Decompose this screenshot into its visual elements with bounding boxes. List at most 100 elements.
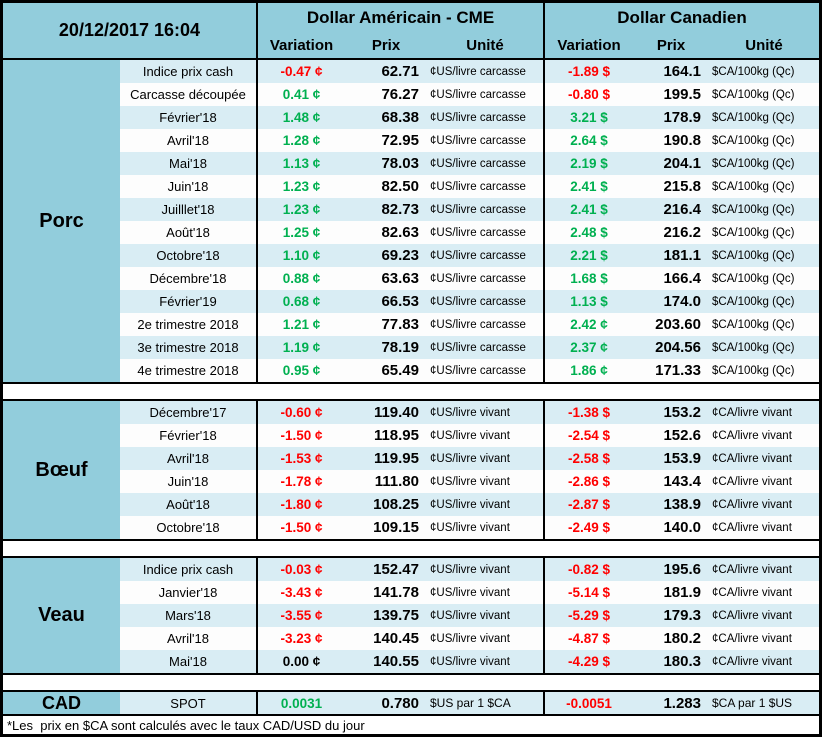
ca-variation: -2.86 $ xyxy=(543,470,633,493)
usd-variation-column-header: Variation xyxy=(256,33,345,58)
ca-prix: 178.9 xyxy=(663,109,701,126)
ca-unite: $CA/100kg (Qc) xyxy=(712,226,795,239)
cad-row-label: SPOT xyxy=(170,695,206,711)
ca-prix: 181.9 xyxy=(663,584,701,601)
table-row: Février'18 -1.50 ¢ 118.95 ¢US/livre viva… xyxy=(120,424,819,447)
table-row: Février'19 0.68 ¢ 66.53 ¢US/livre carcas… xyxy=(120,290,819,313)
ca-prix: 199.5 xyxy=(663,86,701,103)
row-label: 2e trimestre 2018 xyxy=(137,317,239,332)
ca-prix: 190.8 xyxy=(663,132,701,149)
us-unite: ¢US/livre carcasse xyxy=(430,157,526,170)
table-row: Décembre'17 -0.60 ¢ 119.40 ¢US/livre viv… xyxy=(120,401,819,424)
row-label: Avril'18 xyxy=(167,133,209,148)
us-prix: 68.38 xyxy=(381,109,419,126)
us-prix: 108.25 xyxy=(373,496,419,513)
ca-prix: 203.60 xyxy=(655,316,701,333)
us-variation: 1.23 ¢ xyxy=(256,175,345,198)
us-prix: 109.15 xyxy=(373,519,419,536)
us-unite: ¢US/livre vivant xyxy=(430,429,510,442)
usd-unite-column-header: Unité xyxy=(466,37,504,54)
ca-variation: 2.21 $ xyxy=(543,244,633,267)
us-variation: 1.19 ¢ xyxy=(256,336,345,359)
table-row: Juin'18 -1.78 ¢ 111.80 ¢US/livre vivant … xyxy=(120,470,819,493)
cad-ca-prix: 1.283 xyxy=(663,694,701,712)
ca-variation: -2.54 $ xyxy=(543,424,633,447)
ca-unite: ¢CA/livre vivant xyxy=(712,452,792,465)
table-row: Indice prix cash -0.47 ¢ 62.71 ¢US/livre… xyxy=(120,60,819,83)
row-label: 4e trimestre 2018 xyxy=(137,363,239,378)
table-row: Octobre'18 -1.50 ¢ 109.15 ¢US/livre viva… xyxy=(120,516,819,539)
ca-variation: -4.29 $ xyxy=(543,650,633,673)
us-prix: 65.49 xyxy=(381,362,419,379)
us-unite: ¢US/livre carcasse xyxy=(430,295,526,308)
row-label: Mai'18 xyxy=(169,156,207,171)
table-row: Octobre'18 1.10 ¢ 69.23 ¢US/livre carcas… xyxy=(120,244,819,267)
us-unite: ¢US/livre vivant xyxy=(430,563,510,576)
ca-variation: 2.42 ¢ xyxy=(543,313,633,336)
us-unite: ¢US/livre carcasse xyxy=(430,134,526,147)
us-prix: 78.03 xyxy=(381,155,419,172)
table-row: Décembre'18 0.88 ¢ 63.63 ¢US/livre carca… xyxy=(120,267,819,290)
us-variation: -1.80 ¢ xyxy=(256,493,345,516)
table-row: 3e trimestre 2018 1.19 ¢ 78.19 ¢US/livre… xyxy=(120,336,819,359)
section-rows: Décembre'17 -0.60 ¢ 119.40 ¢US/livre viv… xyxy=(120,401,819,539)
ca-prix: 152.6 xyxy=(663,427,701,444)
row-label: Octobre'18 xyxy=(156,520,220,535)
ca-prix: 171.33 xyxy=(655,362,701,379)
us-prix: 62.71 xyxy=(381,63,419,80)
us-variation: 1.25 ¢ xyxy=(256,221,345,244)
cad-us-prix: 0.780 xyxy=(381,694,419,712)
ca-variation: -0.80 $ xyxy=(543,83,633,106)
ca-variation: 1.13 $ xyxy=(543,290,633,313)
table-row: Août'18 1.25 ¢ 82.63 ¢US/livre carcasse … xyxy=(120,221,819,244)
us-unite: ¢US/livre carcasse xyxy=(430,65,526,78)
ca-unite: ¢CA/livre vivant xyxy=(712,406,792,419)
us-variation: 0.41 ¢ xyxy=(256,83,345,106)
section-label: Porc xyxy=(3,60,120,382)
ca-prix: 195.6 xyxy=(663,561,701,578)
us-variation: 1.21 ¢ xyxy=(256,313,345,336)
us-variation: 1.13 ¢ xyxy=(256,152,345,175)
ca-variation: 3.21 $ xyxy=(543,106,633,129)
ca-unite: $CA/100kg (Qc) xyxy=(712,203,795,216)
commodity-section: Bœuf Décembre'17 -0.60 ¢ 119.40 ¢US/livr… xyxy=(3,399,819,541)
us-prix: 72.95 xyxy=(381,132,419,149)
us-prix: 76.27 xyxy=(381,86,419,103)
report-datetime: 20/12/2017 16:04 xyxy=(58,20,201,40)
us-unite: ¢US/livre carcasse xyxy=(430,364,526,377)
us-variation: -0.03 ¢ xyxy=(256,558,345,581)
row-label: Avril'18 xyxy=(167,451,209,466)
row-label: Décembre'17 xyxy=(149,405,227,420)
ca-unite: $CA/100kg (Qc) xyxy=(712,111,795,124)
table-row: Janvier'18 -3.43 ¢ 141.78 ¢US/livre viva… xyxy=(120,581,819,604)
us-prix: 119.95 xyxy=(373,450,419,467)
us-unite: ¢US/livre carcasse xyxy=(430,203,526,216)
us-unite: ¢US/livre vivant xyxy=(430,452,510,465)
row-label: Février'18 xyxy=(159,428,217,443)
cad-unite-column-header: Unité xyxy=(745,37,783,54)
ca-prix: 181.1 xyxy=(663,247,701,264)
cad-group-header: Dollar Canadien xyxy=(543,3,819,33)
row-label: Janvier'18 xyxy=(158,585,218,600)
us-variation: -1.53 ¢ xyxy=(256,447,345,470)
ca-unite: $CA/100kg (Qc) xyxy=(712,157,795,170)
us-variation: -3.55 ¢ xyxy=(256,604,345,627)
ca-unite: $CA/100kg (Qc) xyxy=(712,295,795,308)
ca-unite: ¢CA/livre vivant xyxy=(712,429,792,442)
section-label: Veau xyxy=(3,558,120,673)
ca-prix: 204.1 xyxy=(663,155,701,172)
ca-variation: -1.89 $ xyxy=(543,60,633,83)
ca-unite: $CA/100kg (Qc) xyxy=(712,88,795,101)
ca-prix: 204.56 xyxy=(655,339,701,356)
us-prix: 69.23 xyxy=(381,247,419,264)
ca-prix: 174.0 xyxy=(663,293,701,310)
us-prix: 141.78 xyxy=(373,584,419,601)
section-rows: Indice prix cash -0.03 ¢ 152.47 ¢US/livr… xyxy=(120,558,819,673)
commodity-section: Veau Indice prix cash -0.03 ¢ 152.47 ¢US… xyxy=(3,556,819,675)
us-prix: 77.83 xyxy=(381,316,419,333)
ca-unite: $CA/100kg (Qc) xyxy=(712,65,795,78)
row-label: Février'19 xyxy=(159,294,217,309)
us-variation: -3.23 ¢ xyxy=(256,627,345,650)
row-label: Carcasse découpée xyxy=(130,87,246,102)
